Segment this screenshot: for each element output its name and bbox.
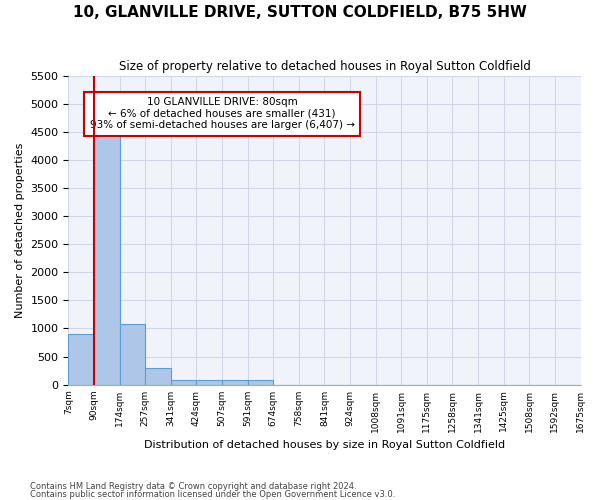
Bar — [248, 380, 273, 384]
Title: Size of property relative to detached houses in Royal Sutton Coldfield: Size of property relative to detached ho… — [119, 60, 530, 73]
Bar — [68, 334, 94, 384]
Text: Contains HM Land Registry data © Crown copyright and database right 2024.: Contains HM Land Registry data © Crown c… — [30, 482, 356, 491]
X-axis label: Distribution of detached houses by size in Royal Sutton Coldfield: Distribution of detached houses by size … — [144, 440, 505, 450]
Bar — [119, 324, 145, 384]
Bar — [94, 129, 119, 384]
Y-axis label: Number of detached properties: Number of detached properties — [15, 142, 25, 318]
Bar — [145, 368, 171, 384]
Text: 10 GLANVILLE DRIVE: 80sqm
← 6% of detached houses are smaller (431)
93% of semi-: 10 GLANVILLE DRIVE: 80sqm ← 6% of detach… — [89, 97, 355, 130]
Text: Contains public sector information licensed under the Open Government Licence v3: Contains public sector information licen… — [30, 490, 395, 499]
Text: 10, GLANVILLE DRIVE, SUTTON COLDFIELD, B75 5HW: 10, GLANVILLE DRIVE, SUTTON COLDFIELD, B… — [73, 5, 527, 20]
Bar — [196, 380, 222, 384]
Bar — [171, 380, 196, 384]
Bar — [222, 380, 248, 384]
